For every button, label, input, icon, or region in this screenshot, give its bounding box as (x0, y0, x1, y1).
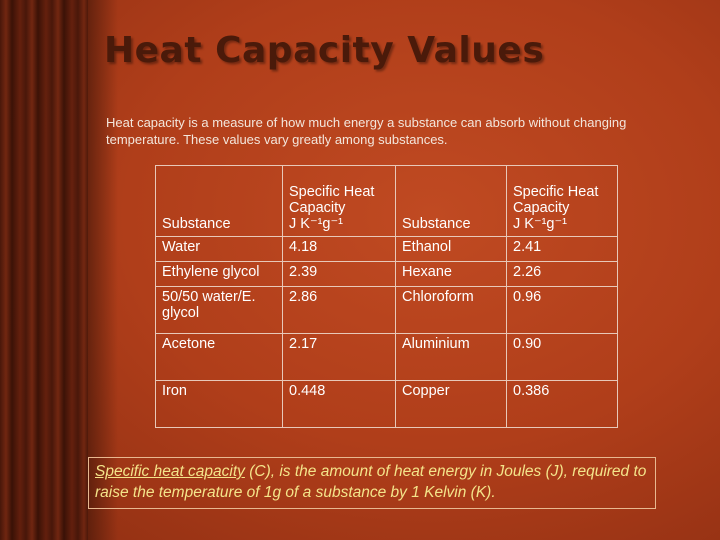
table-body: Water 4.18 Ethanol 2.41 Ethylene glycol 2.39 H… (155, 236, 618, 428)
header-label: Substance (162, 216, 231, 232)
header-row: Substance Specific Heat Capacity J K⁻¹g⁻¹ S… (155, 165, 618, 237)
table-header: Substance Specific Heat Capacity J K⁻¹g⁻¹ S… (155, 165, 618, 237)
substance-cell: Copper (395, 380, 507, 428)
header-unit: J K⁻¹g⁻¹ (289, 216, 343, 232)
header-cell: Specific Heat Capacity J K⁻¹g⁻¹ (506, 165, 618, 237)
substance-cell: Iron (155, 380, 283, 428)
slide-title: Heat Capacity Values (104, 30, 545, 71)
header-label: Specific Heat Capacity (513, 184, 599, 216)
note-term: Specific heat capacity (95, 463, 245, 480)
side-image (0, 0, 88, 540)
substance-cell: Acetone (155, 333, 283, 381)
value-cell: 4.18 (282, 236, 396, 262)
table-row: 50/50 water/E. glycol 2.86 Chloroform 0.96 (155, 286, 618, 334)
value-cell: 0.386 (506, 380, 618, 428)
value-cell: 2.39 (282, 261, 396, 287)
value-cell: 2.86 (282, 286, 396, 334)
table-row: Ethylene glycol 2.39 Hexane 2.26 (155, 261, 618, 287)
definition-note: Specific heat capacity (C), is the amoun… (88, 457, 656, 509)
value-cell: 2.41 (506, 236, 618, 262)
table-row: Water 4.18 Ethanol 2.41 (155, 236, 618, 262)
value-cell: 2.17 (282, 333, 396, 381)
substance-cell: Hexane (395, 261, 507, 287)
substance-cell: Ethylene glycol (155, 261, 283, 287)
header-cell: Specific Heat Capacity J K⁻¹g⁻¹ (282, 165, 396, 237)
header-cell: Substance (395, 165, 507, 237)
side-shade (88, 0, 118, 540)
note-text: (C), is the amount of heat energy in Jou… (95, 463, 647, 501)
substance-cell: Chloroform (395, 286, 507, 334)
substance-cell: Water (155, 236, 283, 262)
value-cell: 2.26 (506, 261, 618, 287)
value-cell: 0.90 (506, 333, 618, 381)
value-cell: 0.96 (506, 286, 618, 334)
value-cell: 0.448 (282, 380, 396, 428)
header-label: Substance (402, 216, 471, 232)
heat-capacity-table: Substance Specific Heat Capacity J K⁻¹g⁻¹ S… (155, 165, 618, 428)
substance-cell: Aluminium (395, 333, 507, 381)
table-row: Iron 0.448 Copper 0.386 (155, 380, 618, 428)
table-row: Acetone 2.17 Aluminium 0.90 (155, 333, 618, 381)
substance-cell: 50/50 water/E. glycol (155, 286, 283, 334)
header-cell: Substance (155, 165, 283, 237)
header-label: Specific Heat Capacity (289, 184, 375, 216)
substance-cell: Ethanol (395, 236, 507, 262)
header-unit: J K⁻¹g⁻¹ (513, 216, 567, 232)
intro-text: Heat capacity is a measure of how much e… (106, 115, 627, 147)
